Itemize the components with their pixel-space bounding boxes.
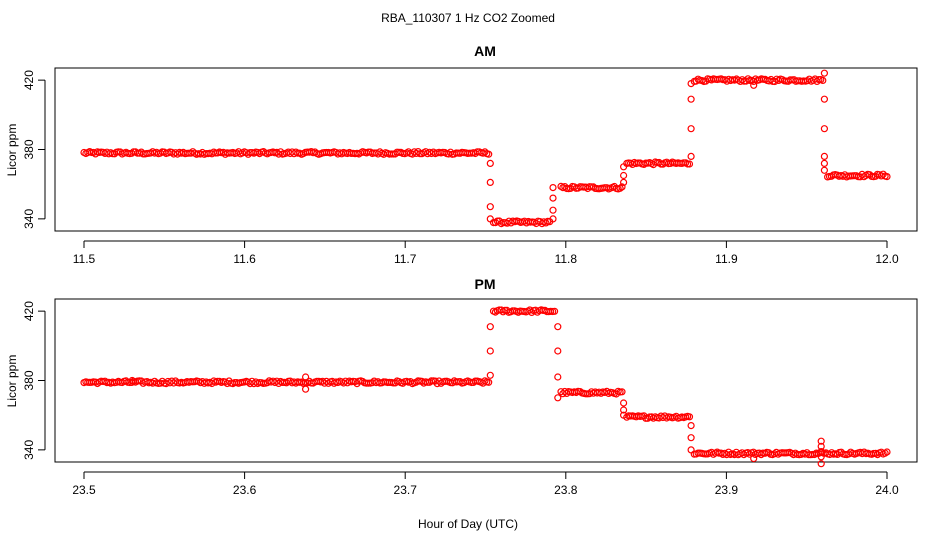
y-tick-label: 340 — [22, 440, 36, 460]
data-point — [687, 79, 695, 88]
x-tick-label: 11.8 — [555, 252, 578, 266]
data-point — [485, 378, 493, 386]
x-tick-label: 24.0 — [875, 483, 899, 497]
x-tick-label: 11.6 — [233, 252, 256, 266]
data-point — [486, 347, 494, 355]
data-point — [427, 377, 435, 385]
data-point — [619, 163, 628, 171]
data-point — [619, 178, 628, 186]
data-point — [687, 422, 695, 430]
data-point — [817, 460, 825, 468]
data-point — [549, 206, 557, 214]
panel-pm-points — [80, 306, 891, 468]
data-point — [619, 411, 628, 419]
data-point — [486, 203, 494, 211]
data-point — [486, 371, 494, 379]
data-point — [685, 160, 694, 168]
x-tick-label: 23.9 — [715, 483, 739, 497]
data-point — [817, 437, 825, 445]
y-tick-label: 420 — [22, 70, 36, 90]
data-point — [408, 150, 416, 158]
panel-am-frame — [54, 67, 918, 232]
data-point — [549, 184, 557, 192]
data-point — [542, 219, 550, 227]
data-point — [618, 183, 626, 191]
data-point — [817, 442, 825, 450]
x-tick-label: 23.8 — [554, 483, 578, 497]
panel-pm-x-axis: 23.5 23.6 23.7 23.8 23.9 24.0 — [72, 471, 899, 497]
data-point — [486, 159, 494, 167]
x-tick-label: 11.5 — [73, 252, 96, 266]
data-point — [837, 448, 845, 456]
data-point — [486, 215, 494, 223]
data-point — [128, 376, 136, 385]
x-tick-label: 23.7 — [394, 483, 418, 497]
x-tick-label: 11.7 — [394, 252, 417, 266]
data-point — [616, 184, 624, 192]
data-point — [618, 388, 626, 396]
data-point — [687, 446, 695, 454]
data-point — [820, 166, 829, 174]
figure-title: RBA_110307 1 Hz CO2 Zoomed — [381, 11, 555, 25]
panel-pm-y-axis: 340 380 420 — [22, 301, 46, 460]
data-point — [744, 75, 752, 83]
data-point — [554, 347, 562, 355]
data-point — [554, 394, 562, 402]
panel-pm-title: PM — [475, 276, 496, 292]
data-point — [302, 385, 310, 393]
data-point — [883, 173, 891, 181]
data-point — [486, 323, 494, 331]
data-point — [820, 125, 829, 133]
data-point — [619, 171, 628, 180]
data-point — [549, 194, 557, 202]
data-point — [486, 178, 494, 186]
data-point — [750, 454, 758, 463]
data-point — [549, 215, 557, 223]
data-point — [685, 413, 694, 421]
data-point — [820, 159, 829, 167]
data-point — [820, 152, 829, 160]
data-point — [750, 81, 758, 89]
y-tick-label: 380 — [22, 139, 36, 159]
data-point — [554, 373, 562, 381]
panel-pm-ylabel: Licor ppm — [5, 355, 19, 408]
y-tick-label: 340 — [22, 209, 36, 229]
data-point — [485, 150, 493, 158]
data-point — [481, 148, 489, 156]
panel-am-title: AM — [474, 43, 496, 59]
panel-am-y-axis: 340 380 420 — [22, 70, 46, 229]
y-tick-label: 420 — [22, 301, 36, 321]
data-point — [817, 448, 825, 456]
x-tick-label: 23.6 — [233, 483, 257, 497]
data-point — [687, 125, 695, 133]
data-point — [820, 95, 829, 103]
data-point — [817, 453, 825, 461]
x-tick-label: 12.0 — [875, 252, 899, 266]
x-tick-label: 11.9 — [715, 252, 738, 266]
data-point — [687, 152, 695, 160]
panel-am-ylabel: Licor ppm — [5, 124, 19, 177]
panel-am-points — [80, 69, 891, 228]
data-point — [619, 399, 628, 407]
data-point — [302, 373, 310, 381]
x-tick-label: 23.5 — [72, 483, 96, 497]
data-point — [687, 434, 695, 442]
panel-pm-frame — [54, 298, 918, 463]
data-point — [820, 69, 829, 77]
data-point — [819, 76, 827, 85]
data-point — [883, 448, 891, 456]
data-point — [554, 323, 562, 331]
y-tick-label: 380 — [22, 370, 36, 390]
data-point — [687, 95, 695, 103]
x-axis-title: Hour of Day (UTC) — [418, 517, 518, 531]
data-point — [550, 307, 559, 315]
panel-am-x-axis: 11.5 11.6 11.7 11.8 11.9 12.0 — [73, 240, 899, 266]
data-point — [619, 406, 628, 414]
data-point — [162, 380, 170, 388]
